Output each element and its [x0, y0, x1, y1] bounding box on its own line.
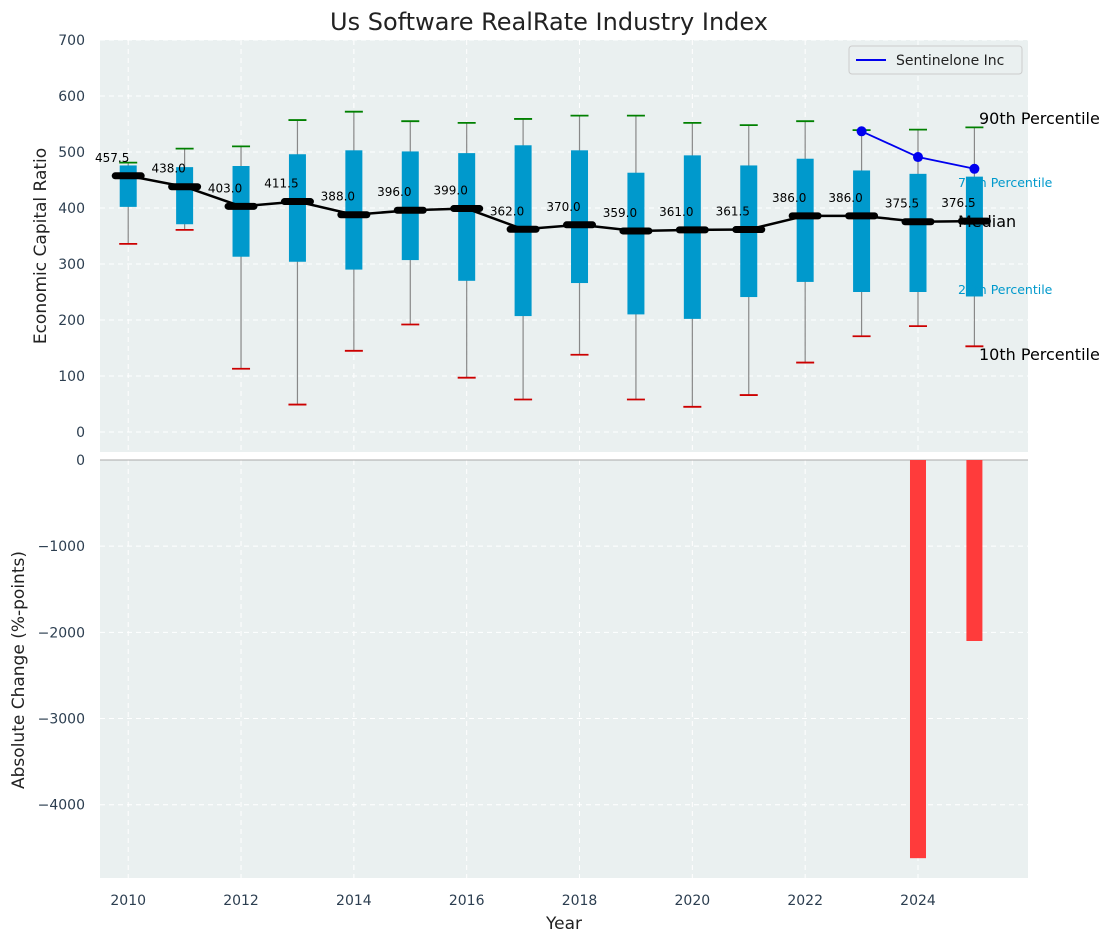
company-point-2024	[912, 152, 923, 163]
median-label-2011: 438.0	[151, 162, 185, 176]
bottom-y-tick-0: 0	[76, 453, 85, 469]
top-y-tick-400: 400	[58, 201, 85, 217]
box-2023	[853, 170, 871, 292]
company-point-2023	[856, 126, 867, 137]
median-label-2017: 362.0	[490, 204, 524, 218]
change-bar-2024	[909, 460, 926, 859]
box-2016	[458, 153, 476, 281]
change-bar-2025	[966, 460, 983, 641]
median-line: 457.5 438.0 403.0 411.5 388.0 396.0 399.0 362.0…	[95, 151, 991, 235]
box-2025	[965, 176, 983, 297]
company-series	[856, 126, 980, 174]
median-label-2018: 370.0	[546, 200, 580, 214]
top-y-axis-label: Economic Capital Ratio	[31, 148, 51, 344]
box-2011	[176, 167, 194, 225]
annotation-p10: 10th Percentile	[979, 345, 1100, 364]
box-2010	[119, 165, 137, 207]
box-2012	[232, 166, 250, 257]
median-label-2021: 361.5	[716, 205, 750, 219]
top-plot-area	[100, 40, 1028, 452]
bottom-y-tick--4000: −4000	[38, 798, 85, 814]
x-tick-2014: 2014	[336, 893, 372, 909]
box-2020	[683, 155, 701, 319]
median-label-2010: 457.5	[95, 151, 129, 165]
box-2018	[571, 150, 589, 284]
box-2013	[288, 154, 306, 262]
company-point-2025	[969, 163, 980, 174]
top-y-tick-600: 600	[58, 89, 85, 105]
box-2015	[401, 151, 419, 261]
annotation-p90: 90th Percentile	[979, 109, 1100, 128]
box-2024	[909, 173, 927, 292]
bottom-y-tick--2000: −2000	[38, 625, 85, 641]
legend-label-sentinelone: Sentinelone Inc	[896, 53, 1004, 69]
bottom-y-tick--3000: −3000	[38, 712, 85, 728]
bottom-y-ticks: 0 −1000 −2000 −3000 −4000	[38, 453, 85, 814]
bottom-grid	[100, 459, 1028, 878]
median-label-2022: 386.0	[772, 191, 806, 205]
box-plots	[119, 110, 984, 408]
percentile-annotations: 90th Percentile 75th Percentile Median 2…	[958, 109, 1100, 364]
bottom-y-tick--1000: −1000	[38, 539, 85, 555]
top-y-ticks: 0 100 200 300 400 500 600 700	[58, 33, 85, 441]
median-label-2012: 403.0	[208, 181, 242, 195]
median-label-2025: 376.5	[941, 196, 975, 210]
annotation-p25: 25th Percentile	[958, 282, 1053, 297]
box-2014	[345, 150, 363, 270]
x-tick-2020: 2020	[675, 893, 711, 909]
top-y-tick-0: 0	[76, 425, 85, 441]
box-2022	[796, 158, 814, 282]
annotation-median: Median	[958, 212, 1016, 231]
x-tick-2022: 2022	[787, 893, 823, 909]
bottom-y-axis-label: Absolute Change (%-points)	[9, 551, 29, 789]
annotation-p75: 75th Percentile	[958, 175, 1053, 190]
chart-title: Us Software RealRate Industry Index	[330, 8, 768, 36]
median-label-2020: 361.0	[659, 205, 693, 219]
top-y-tick-200: 200	[58, 313, 85, 329]
legend-box	[848, 45, 1023, 75]
top-y-tick-300: 300	[58, 257, 85, 273]
median-label-2014: 388.0	[321, 190, 355, 204]
legend: Sentinelone Inc	[848, 45, 1023, 75]
x-tick-2010: 2010	[110, 893, 146, 909]
median-label-2019: 359.0	[603, 206, 637, 220]
box-2019	[627, 172, 645, 315]
median-label-2024: 375.5	[885, 197, 919, 211]
median-label-2013: 411.5	[264, 177, 298, 191]
median-label-2016: 399.0	[434, 184, 468, 198]
change-bars	[909, 460, 983, 859]
median-label-2015: 396.0	[377, 185, 411, 199]
x-tick-2012: 2012	[223, 893, 259, 909]
x-tick-2024: 2024	[900, 893, 936, 909]
top-y-tick-500: 500	[58, 145, 85, 161]
x-tick-2016: 2016	[449, 893, 485, 909]
median-polyline	[127, 174, 975, 233]
top-y-tick-700: 700	[58, 33, 85, 49]
x-tick-2018: 2018	[562, 893, 598, 909]
x-axis-label: Year	[545, 914, 582, 934]
bottom-plot-area	[100, 460, 1028, 878]
median-label-2023: 386.0	[828, 191, 862, 205]
top-y-tick-100: 100	[58, 369, 85, 385]
x-ticks: 2010 2012 2014 2016 2018 2020 2022 2024	[110, 893, 936, 909]
